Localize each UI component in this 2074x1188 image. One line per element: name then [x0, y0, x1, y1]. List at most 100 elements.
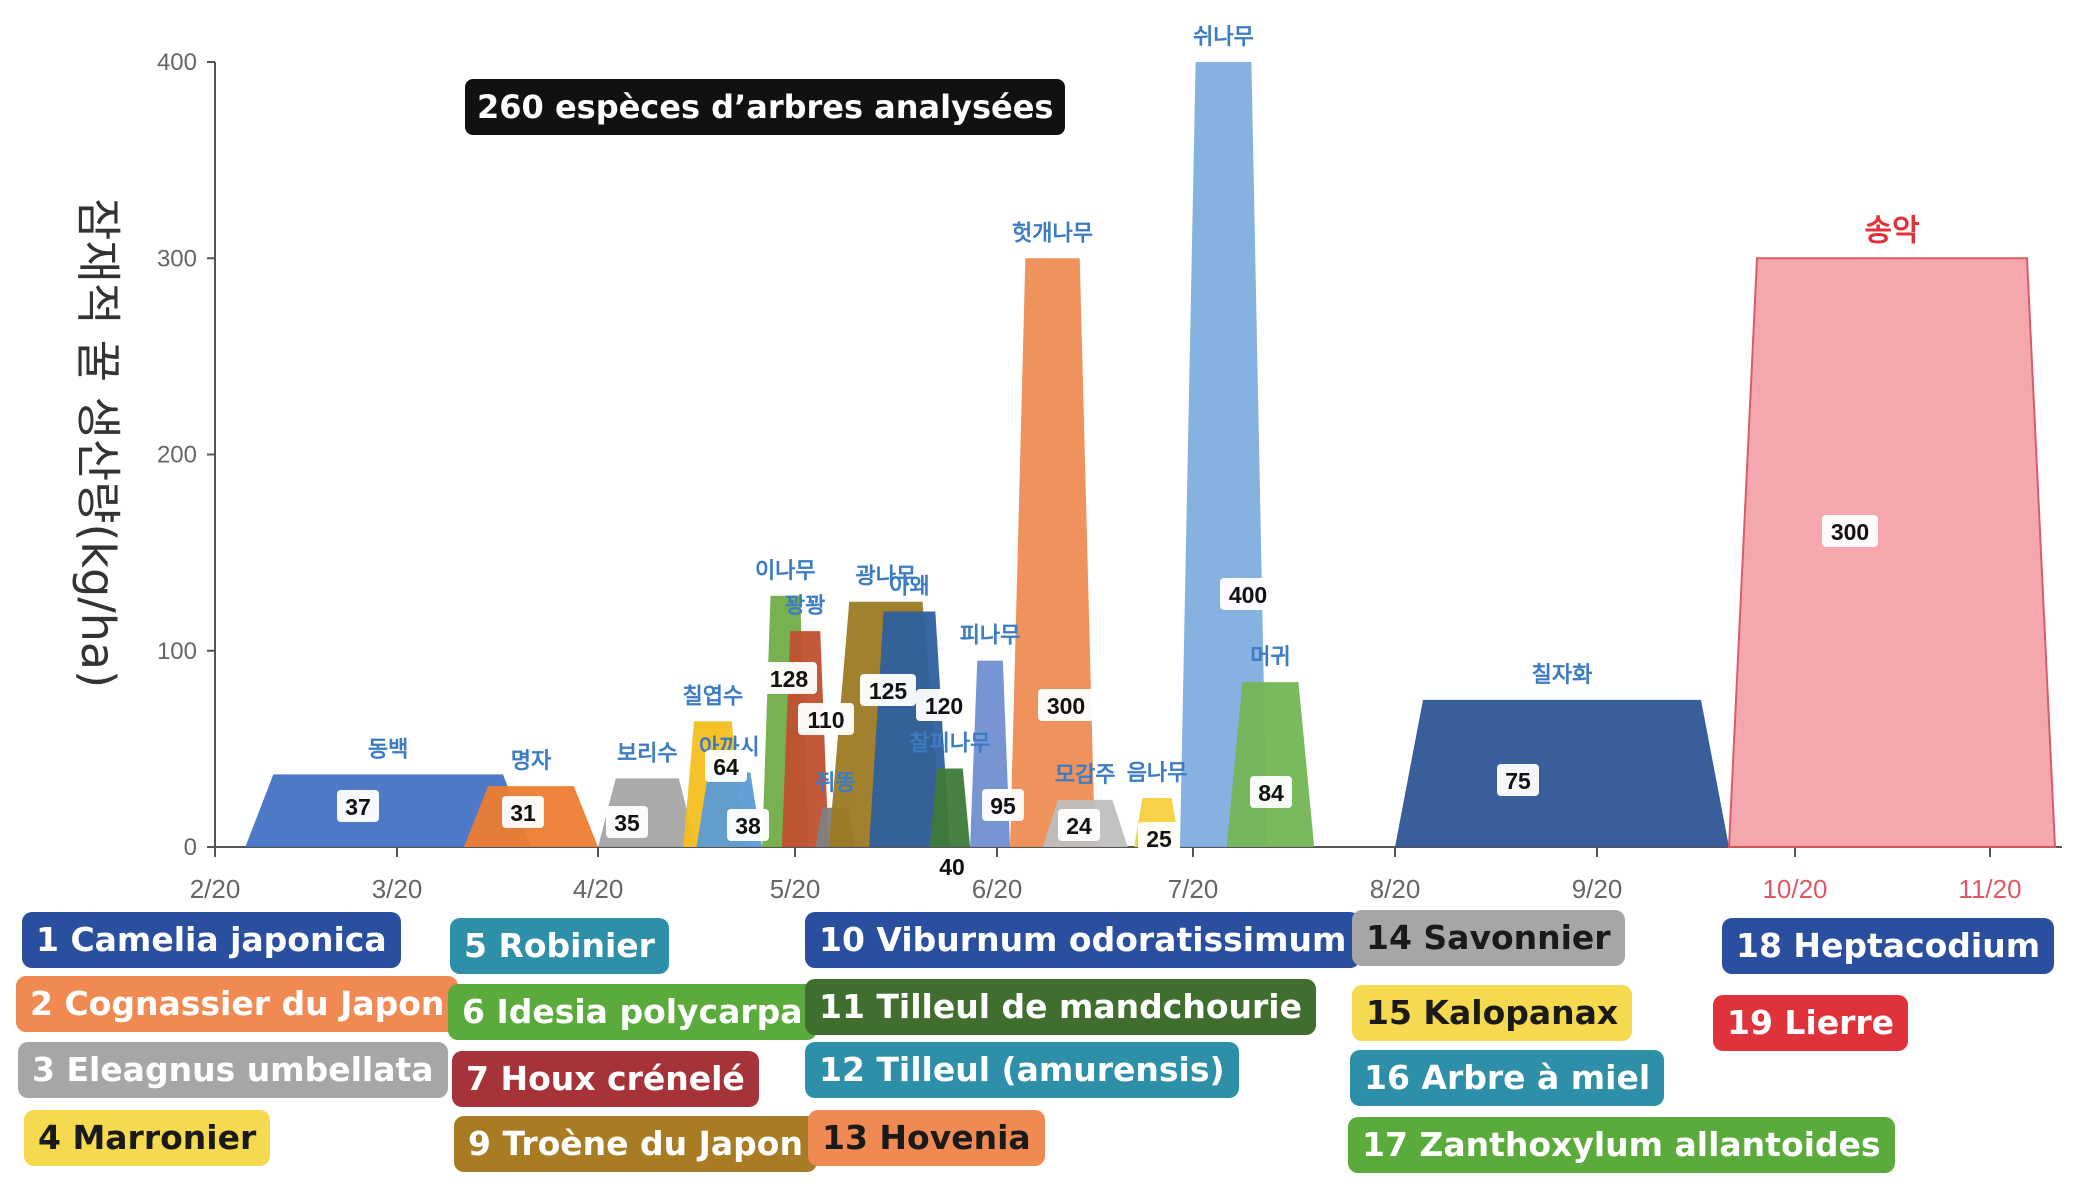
data-label-box: [860, 674, 916, 706]
x-tick-label: 4/20: [573, 874, 624, 904]
data-label-box: [502, 796, 544, 828]
data-label-box: [1138, 822, 1180, 854]
series-mark-쉬나무: [1179, 62, 1268, 847]
data-label-box: [982, 789, 1024, 821]
x-tick-label: 8/20: [1370, 874, 1421, 904]
legend-item: 19 Lierre: [1713, 995, 1909, 1051]
series-name-label: 보리수: [617, 741, 678, 766]
x-tick-label: 10/20: [1762, 874, 1827, 904]
series-name-label: 아왜: [889, 575, 929, 600]
series-name-label: 쉬나무: [1193, 25, 1254, 50]
data-label-box: [1038, 689, 1094, 721]
series-mark-찰피나무: [929, 768, 971, 847]
chart-title: 260 espèces d’arbres analysées: [465, 79, 1066, 135]
data-label: 120: [925, 693, 963, 719]
legend-item: 14 Savonnier: [1352, 910, 1625, 966]
legend-item: 3 Eleagnus umbellata: [18, 1042, 448, 1098]
series-name-label: 헛개나무: [1012, 221, 1093, 246]
legend-item: 2 Cognassier du Japon: [16, 976, 459, 1032]
legend-item: 1 Camelia japonica: [22, 912, 401, 968]
legend-item: 4 Marronier: [24, 1110, 271, 1166]
data-label: 35: [614, 810, 640, 836]
series-name-label: 찰피나무: [909, 732, 990, 757]
legend-item: 6 Idesia polycarpa: [448, 984, 817, 1040]
x-tick-label: 5/20: [770, 874, 821, 904]
legend-item: 10 Viburnum odoratissimum: [805, 912, 1361, 968]
data-label-box: [1822, 515, 1878, 547]
data-label-box: [1058, 809, 1100, 841]
series-name-label: 꽝꽝: [785, 594, 825, 619]
y-tick-label: 400: [157, 49, 197, 76]
data-label: 300: [1047, 693, 1085, 719]
series-name-label: 칠자화: [1532, 663, 1593, 688]
x-tick-label: 11/20: [1958, 874, 2021, 904]
data-label: 64: [713, 754, 739, 780]
data-label-box: [798, 703, 854, 735]
series-name-label: 칠엽수: [683, 684, 744, 709]
data-label: 31: [510, 800, 536, 826]
legend-item: 12 Tilleul (amurensis): [805, 1042, 1239, 1098]
legend-item: 16 Arbre à miel: [1350, 1050, 1665, 1106]
series-mark-송악: [1727, 257, 2057, 848]
data-label: 128: [770, 666, 809, 692]
x-tick-label: 7/20: [1168, 874, 1219, 904]
data-label: 84: [1258, 780, 1284, 806]
series-name-label: 머귀: [1250, 645, 1290, 670]
data-label-box: [1220, 578, 1276, 610]
data-label: 38: [735, 813, 761, 839]
data-label-box: [931, 850, 973, 882]
y-tick-label: 300: [157, 245, 197, 272]
legend-item: 17 Zanthoxylum allantoides: [1348, 1117, 1895, 1173]
series-name-label: 광나무: [856, 565, 917, 590]
x-tick-label: 2/20: [190, 874, 241, 904]
y-tick-label: 100: [157, 638, 197, 665]
honey-production-chart: 잠재적 꿀 생산량(kg/ha) 0 100 200 300 400 2/20 3/20 4/…: [71, 25, 2062, 904]
data-label: 37: [345, 794, 371, 820]
series-name-label: 쥐똥: [815, 771, 855, 796]
data-label: 400: [1229, 582, 1267, 608]
data-label-box: [1497, 764, 1539, 796]
series-mark-칠자화: [1395, 699, 1729, 847]
x-tick-label: 6/20: [972, 874, 1023, 904]
data-label: 25: [1146, 826, 1172, 852]
chart-marks: [245, 62, 2057, 848]
legend-item: 5 Robinier: [450, 918, 669, 974]
y-axis-title-text: 잠재적 꿀 생산량(kg/ha): [71, 198, 125, 688]
data-label-box: [606, 806, 648, 838]
series-mark-아왜: [869, 611, 950, 847]
data-label: 24: [1066, 813, 1092, 839]
x-tick-label: 3/20: [372, 874, 423, 904]
legend-item: 15 Kalopanax: [1352, 985, 1633, 1041]
legend-item: 11 Tilleul de mandchourie: [805, 979, 1316, 1035]
y-tick-label: 0: [184, 834, 197, 861]
data-label-box: [705, 750, 747, 782]
data-label: 125: [869, 678, 908, 704]
data-label-box: [727, 809, 769, 841]
data-label: 95: [990, 793, 1016, 819]
series-name-label: 명자: [511, 749, 552, 774]
legend-item: 7 Houx crénelé: [452, 1051, 759, 1107]
series-name-label: 모감주: [1055, 763, 1116, 788]
data-label-box: [761, 662, 817, 694]
y-tick-label: 200: [157, 442, 197, 469]
series-name-label: 이나무: [755, 559, 816, 584]
data-label: 75: [1505, 768, 1531, 794]
series-name-label: 피나무: [960, 624, 1021, 649]
data-label: 40: [939, 854, 965, 880]
data-label: 300: [1831, 519, 1869, 545]
data-label-box: [916, 689, 972, 721]
legend-item: 9 Troène du Japon: [454, 1116, 817, 1172]
series-name-label: 동백: [368, 737, 408, 762]
series-name-label: 음나무: [1127, 761, 1188, 786]
series-mark-머귀: [1226, 682, 1315, 847]
series-mark-동백: [245, 774, 532, 847]
chart-axes: 0 100 200 300 400 2/20 3/20 4/20 5/20 6/20 7/20 8/2…: [157, 49, 2062, 904]
data-label: 110: [807, 707, 844, 733]
y-axis-title: 잠재적 꿀 생산량(kg/ha): [71, 198, 125, 688]
legend-item: 13 Hovenia: [808, 1110, 1045, 1166]
data-label-box: [1250, 776, 1292, 808]
x-tick-label: 9/20: [1572, 874, 1623, 904]
series-name-label: 송악: [1864, 213, 1920, 248]
legend-item: 18 Heptacodium: [1722, 918, 2055, 974]
